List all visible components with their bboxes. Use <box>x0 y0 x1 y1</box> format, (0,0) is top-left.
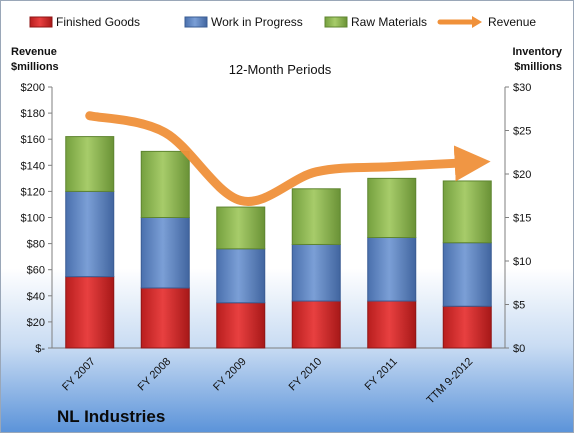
right-tick-label: $0 <box>513 343 525 355</box>
left-tick-label: $100 <box>21 213 45 225</box>
bar-work-in-progress <box>442 242 492 307</box>
legend-swatch-finished-goods <box>29 16 53 28</box>
revenue-line-group <box>85 111 491 206</box>
left-tick-label: $180 <box>21 108 45 120</box>
legend-swatch-work-in-progress <box>184 16 208 28</box>
company-name: NL Industries <box>57 407 165 426</box>
left-tick-label: $- <box>35 343 45 355</box>
bar-work-in-progress <box>367 237 417 302</box>
left-ticks: $- $20 $40 $60 $80 $100 $120 $140 $160 $180 $200 <box>21 82 52 355</box>
bar-finished-goods <box>291 300 341 349</box>
right-tick-label: $5 <box>513 300 525 312</box>
left-tick-label: $200 <box>21 82 45 94</box>
chart-subtitle: 12-Month Periods <box>229 62 332 77</box>
left-axis-title-line1: Revenue <box>11 46 57 58</box>
bar-raw-materials <box>216 206 266 250</box>
bar-work-in-progress <box>216 248 266 304</box>
legend-label-raw-materials: Raw Materials <box>351 15 427 29</box>
right-tick-label: $20 <box>513 169 531 181</box>
legend-label-work-in-progress: Work in Progress <box>211 15 303 29</box>
bar-finished-goods <box>216 302 266 349</box>
right-tick-label: $15 <box>513 213 531 225</box>
legend: Finished Goods Work in Progress Raw Materi… <box>29 15 536 29</box>
bar-finished-goods <box>140 287 190 349</box>
bar-work-in-progress <box>291 243 341 302</box>
left-tick-label: $60 <box>27 265 45 277</box>
bars <box>65 136 492 349</box>
legend-swatch-raw-materials <box>324 16 348 28</box>
bar-work-in-progress <box>65 190 115 278</box>
right-ticks: $0 $5 $10 $15 $20 $25 $30 <box>505 82 531 355</box>
revenue-line <box>85 111 491 206</box>
right-axis-title-line1: Inventory <box>512 46 562 58</box>
bar-finished-goods <box>367 300 417 349</box>
left-tick-label: $40 <box>27 291 45 303</box>
bar-finished-goods <box>65 276 115 349</box>
legend-arrow-revenue <box>472 16 482 28</box>
bar-raw-materials <box>367 177 417 239</box>
left-tick-label: $20 <box>27 317 45 329</box>
right-tick-label: $25 <box>513 126 531 138</box>
legend-label-finished-goods: Finished Goods <box>56 15 140 29</box>
right-tick-label: $10 <box>513 256 531 268</box>
bar-raw-materials <box>442 180 492 244</box>
bar-raw-materials <box>65 136 115 192</box>
bar-work-in-progress <box>140 217 190 289</box>
bar-finished-goods <box>442 305 492 349</box>
right-tick-label: $30 <box>513 82 531 94</box>
left-tick-label: $80 <box>27 239 45 251</box>
right-axis-title-line2: $millions <box>514 61 562 73</box>
legend-label-revenue: Revenue <box>488 15 536 29</box>
left-axis-title-line2: $millions <box>11 61 59 73</box>
left-tick-label: $140 <box>21 160 45 172</box>
left-tick-label: $160 <box>21 134 45 146</box>
bar-raw-materials <box>291 188 341 245</box>
left-tick-label: $120 <box>21 186 45 198</box>
bar-raw-materials <box>140 150 190 219</box>
